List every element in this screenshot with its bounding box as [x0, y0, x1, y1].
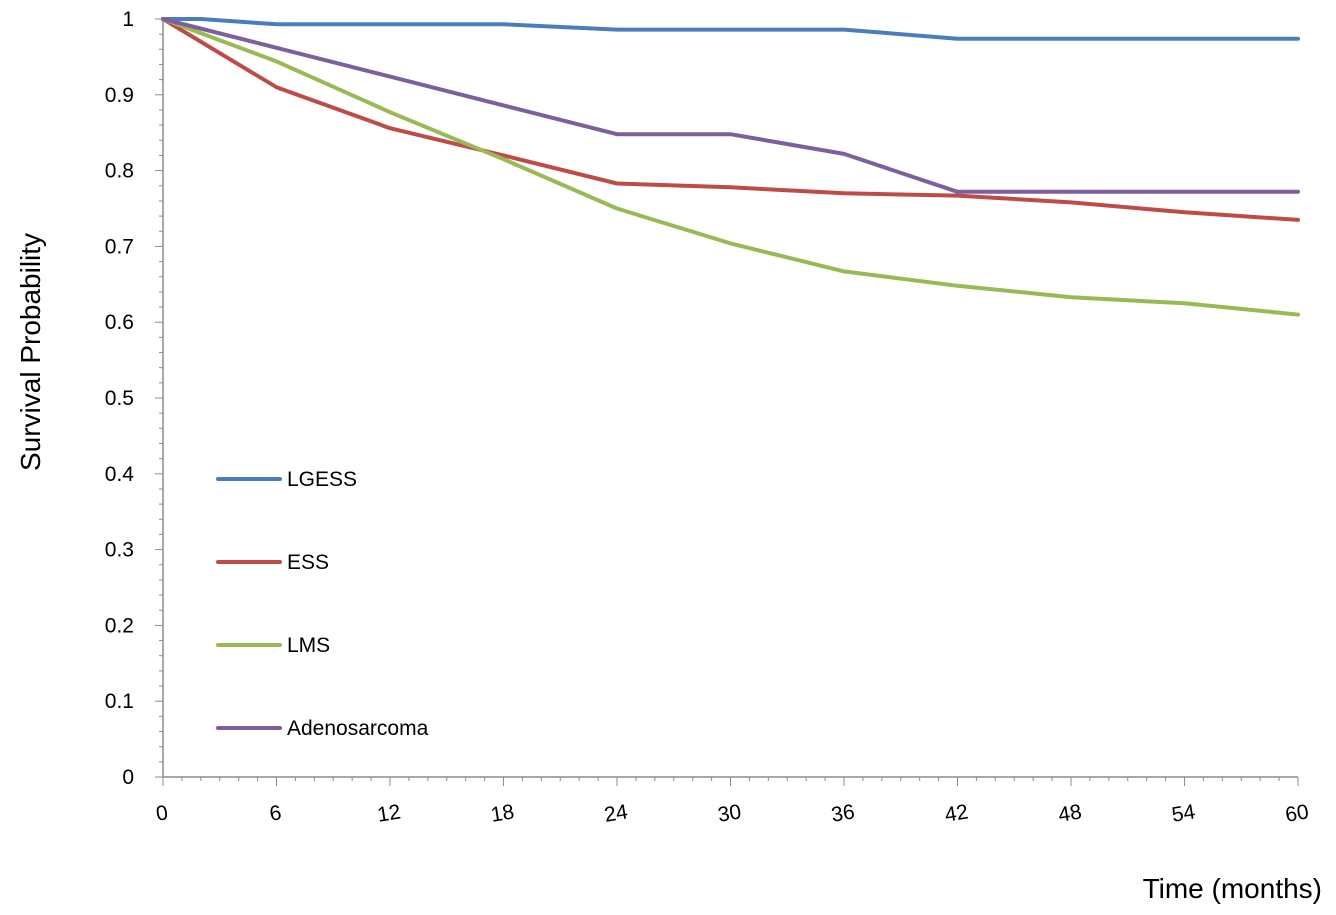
y-tick-label: 0.7: [105, 235, 134, 258]
y-tick-label: 0.9: [105, 84, 134, 107]
y-tick-label: 0.1: [105, 690, 134, 713]
series-layer: [161, 17, 1300, 317]
legend: LGESS ESS LMS Adenosarcoma: [216, 468, 429, 740]
x-tick-label: 60: [1284, 800, 1311, 826]
x-tick-label: 36: [830, 800, 857, 826]
series-line-lms: [161, 17, 1300, 317]
y-tick-label: 1: [122, 8, 134, 31]
x-tick-label: 0: [154, 801, 169, 826]
x-tick-label: 18: [489, 800, 516, 826]
y-tick-label: 0.8: [105, 160, 134, 183]
x-tick-label: 6: [268, 801, 283, 826]
legend-label-adenosarcoma: Adenosarcoma: [287, 717, 429, 740]
x-axis-title: Time (months): [1143, 873, 1322, 904]
y-tick-label: 0.4: [105, 463, 135, 486]
x-tick-label: 30: [716, 800, 743, 826]
legend-label-ess: ESS: [287, 551, 329, 574]
y-tick-label: 0.2: [105, 614, 134, 637]
y-axis-title: Survival Probability: [15, 233, 46, 471]
legend-label-lms: LMS: [287, 634, 330, 657]
y-tick-label: 0.3: [105, 539, 134, 562]
series-line-lgess: [161, 17, 1300, 41]
x-tick-label: 24: [603, 800, 630, 826]
y-tick-label: 0.6: [105, 311, 134, 334]
x-tick-label: 48: [1057, 800, 1084, 826]
x-tick-label: 12: [376, 800, 403, 826]
legend-label-lgess: LGESS: [287, 468, 357, 491]
axes-layer: 0 0.1 0.2 0.3 0.4 0.5 0.6 0.7 0.8 0.9 1 0 6 12 18 24 30 3…: [105, 8, 1311, 827]
x-tick-label: 54: [1170, 800, 1197, 826]
series-line-adenosarcoma: [161, 17, 1300, 194]
series-line-ess: [161, 17, 1300, 222]
y-tick-label: 0.5: [105, 387, 134, 410]
y-tick-label: 0: [122, 766, 134, 789]
x-tick-label: 42: [943, 800, 970, 826]
